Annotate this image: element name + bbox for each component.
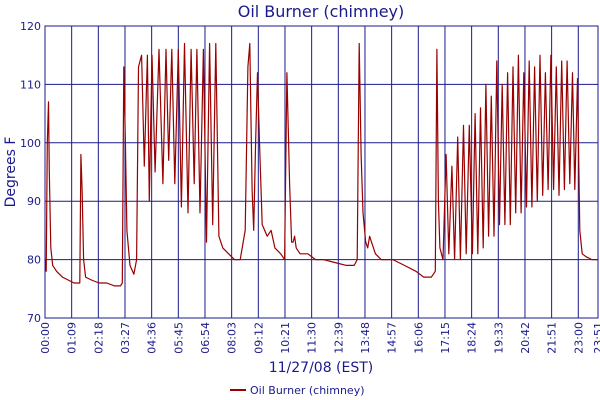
series-line-oil-burner: [44, 42, 598, 287]
x-tick-label: 12:39: [332, 322, 345, 354]
y-axis-ticks: 70 80 90 100 110 120: [20, 20, 41, 325]
x-tick-label: 04:36: [146, 322, 159, 354]
chart-title: Oil Burner (chimney): [238, 2, 405, 21]
legend: Oil Burner (chimney): [230, 384, 365, 397]
x-tick-label: 16:06: [412, 322, 425, 354]
y-tick-label: 80: [27, 254, 41, 267]
x-tick-label: 23:00: [572, 322, 585, 354]
x-tick-label: 21:51: [546, 322, 559, 354]
x-tick-label: 11:30: [306, 322, 319, 354]
x-tick-label: 19:33: [492, 322, 505, 354]
y-tick-label: 70: [27, 312, 41, 325]
y-tick-label: 110: [20, 78, 41, 91]
y-tick-label: 120: [20, 20, 41, 33]
x-tick-label: 10:21: [279, 322, 292, 354]
x-tick-label: 17:15: [439, 322, 452, 354]
x-tick-label: 02:18: [92, 322, 105, 354]
x-tick-label: 00:00: [39, 322, 52, 354]
x-tick-label: 03:27: [119, 322, 132, 354]
legend-label: Oil Burner (chimney): [250, 384, 365, 397]
x-tick-label: 18:24: [466, 322, 479, 354]
x-tick-label: 23:51: [592, 322, 600, 354]
x-tick-label: 09:12: [252, 322, 265, 354]
y-axis-title: Degrees F: [3, 137, 19, 208]
x-tick-label: 01:09: [66, 322, 79, 354]
x-axis-ticks: 00:00 01:09 02:18 03:27 04:36 05:45 06:54 08:03…: [39, 322, 600, 354]
y-tick-label: 100: [20, 137, 41, 150]
x-tick-label: 06:54: [199, 322, 212, 354]
y-tick-label: 90: [27, 195, 41, 208]
x-tick-label: 14:57: [386, 322, 399, 354]
x-tick-label: 05:45: [172, 322, 185, 354]
x-axis-title: 11/27/08 (EST): [269, 360, 374, 376]
x-tick-label: 08:03: [226, 322, 239, 354]
x-tick-label: 13:48: [359, 322, 372, 354]
plot-area: [44, 25, 599, 319]
x-tick-label: 20:42: [519, 322, 532, 354]
